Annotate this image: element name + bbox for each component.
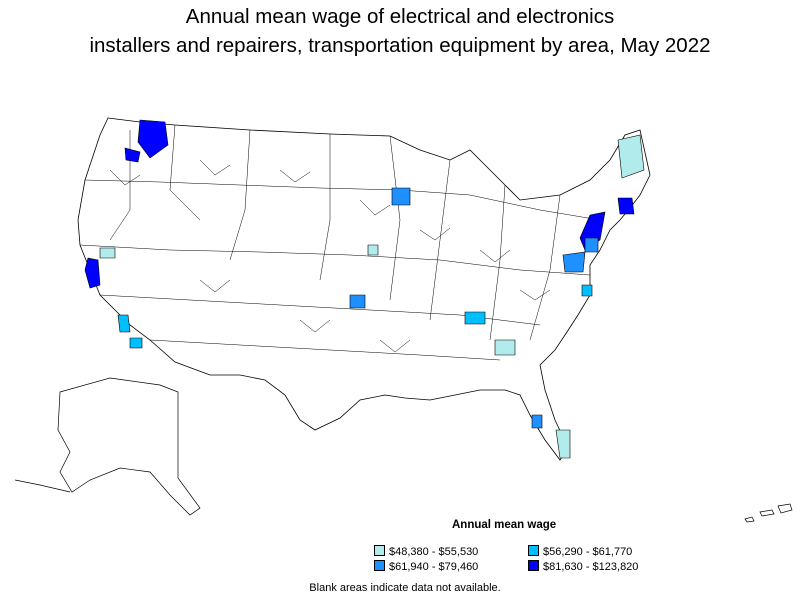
area-spokane-west	[124, 147, 141, 163]
legend-item-1: $48,380 - $55,530	[374, 545, 478, 559]
legend-swatch-3	[374, 560, 385, 571]
legend-item-2: $56,290 - $61,770	[528, 545, 632, 559]
colored-areas	[84, 119, 645, 459]
legend-title: Annual mean wage	[452, 519, 557, 531]
legend-label-3: $61,940 - $79,460	[389, 561, 479, 573]
area-tampa	[531, 414, 543, 429]
legend-swatch-4	[528, 560, 539, 571]
map-title: Annual mean wage of electrical and elect…	[0, 2, 800, 60]
area-minneapolis	[391, 187, 411, 206]
area-omaha	[367, 244, 379, 256]
footnote: Blank areas indicate data not available.	[309, 582, 501, 594]
area-seattle	[137, 119, 169, 159]
area-atlanta	[494, 339, 516, 356]
legend-swatch-2	[528, 545, 539, 556]
title-line-1: Annual mean wage of electrical and elect…	[185, 5, 615, 28]
legend-swatch-1	[374, 545, 385, 556]
us-map	[14, 117, 793, 523]
area-philadelphia	[584, 237, 599, 253]
area-norfolk	[581, 284, 593, 297]
area-los-angeles	[117, 314, 131, 333]
area-miami	[555, 429, 571, 459]
area-nashville	[464, 311, 486, 325]
area-sf-bay	[84, 257, 101, 289]
legend-label-1: $48,380 - $55,530	[389, 546, 479, 558]
area-sacramento	[99, 247, 116, 259]
hawaii	[744, 503, 793, 523]
area-san-diego	[129, 337, 143, 349]
alaska	[14, 377, 201, 516]
legend-item-3: $61,940 - $79,460	[374, 560, 478, 574]
area-maine	[617, 134, 645, 179]
area-wichita	[349, 294, 366, 309]
legend: $48,380 - $55,530 $56,290 - $61,770 $61,…	[374, 545, 674, 575]
area-borders	[79, 124, 601, 361]
legend-item-4: $81,630 - $123,820	[528, 560, 638, 574]
title-line-2: installers and repairers, transportation…	[89, 34, 711, 57]
legend-label-2: $56,290 - $61,770	[543, 546, 633, 558]
area-boston	[617, 197, 635, 215]
area-baltimore-dc	[562, 251, 586, 273]
legend-label-4: $81,630 - $123,820	[543, 561, 639, 573]
